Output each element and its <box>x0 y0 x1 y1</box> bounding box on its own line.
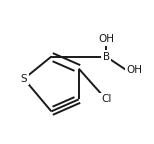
Text: Cl: Cl <box>101 94 111 104</box>
Text: S: S <box>21 74 27 84</box>
Text: B: B <box>103 52 110 62</box>
Text: OH: OH <box>127 65 143 75</box>
Text: OH: OH <box>98 34 114 44</box>
